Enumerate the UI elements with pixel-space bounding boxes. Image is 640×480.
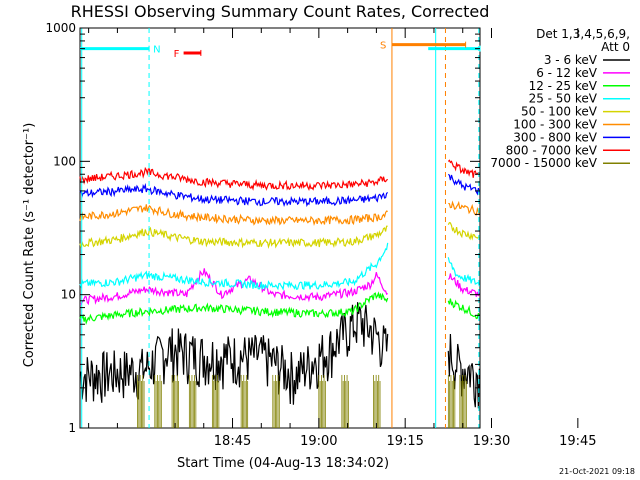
y-tick-label-0: 1	[68, 421, 76, 435]
y-tick-label-1: 10	[61, 288, 76, 302]
legend-label-0: 3 - 6 keV	[544, 53, 598, 67]
legend-label-1: 6 - 12 keV	[536, 66, 598, 80]
series-line-6-1	[447, 173, 480, 196]
x-tick-label-0: 18:45	[214, 434, 251, 449]
x-tick-label-1: 19:00	[300, 434, 337, 449]
series-line-5-1	[448, 200, 480, 216]
series-line-2-1	[447, 298, 480, 320]
legend-label-5: 100 - 300 keV	[513, 118, 597, 132]
x-tick-label-3: 19:30	[473, 434, 510, 449]
y-tick-label-2: 100	[53, 154, 76, 168]
plot-area: NFS110100100018:4519:0019:1519:3019:4520…	[45, 21, 596, 449]
flag-label-N: N	[153, 45, 160, 56]
y-tick-label-3: 1000	[45, 21, 76, 35]
series-line-4-0	[79, 225, 388, 250]
flag-label-F: F	[174, 49, 180, 60]
legend-header-2: Att 0	[601, 40, 630, 54]
legend-label-4: 50 - 100 keV	[521, 105, 598, 119]
x-tick-label-4: 19:45	[559, 434, 596, 449]
legend-label-2: 12 - 25 keV	[529, 79, 598, 93]
series-line-6-0	[79, 182, 389, 208]
series-line-0-0	[79, 302, 389, 405]
legend-header-1: Det 1,3,4,5,6,9,	[536, 27, 630, 41]
plot-frame	[79, 27, 481, 429]
y-axis-label: Corrected Count Rate (s⁻¹ detector⁻¹)	[22, 123, 37, 368]
legend-label-7: 800 - 7000 keV	[506, 143, 598, 157]
legend-label-3: 25 - 50 keV	[529, 92, 598, 106]
legend-label-6: 300 - 800 keV	[513, 130, 597, 144]
footer-date: 21-Oct-2021 09:18	[559, 467, 635, 476]
x-tick-label-2: 19:15	[386, 434, 423, 449]
series-line-4-1	[447, 222, 480, 241]
series-line-5-0	[79, 204, 388, 226]
chart-title: RHESSI Observing Summary Count Rates, Co…	[71, 2, 490, 21]
series-line-7-0	[79, 166, 389, 192]
series-line-3-1	[447, 257, 480, 287]
series-line-1-1	[447, 273, 480, 297]
series-line-3-0	[79, 242, 389, 292]
series-line-7-1	[447, 159, 480, 178]
x-axis-label: Start Time (04-Aug-13 18:34:02)	[177, 456, 389, 471]
legend-label-8: 7000 - 15000 keV	[490, 156, 597, 170]
flag-label-S: S	[380, 41, 386, 52]
series-line-2-0	[79, 291, 389, 326]
